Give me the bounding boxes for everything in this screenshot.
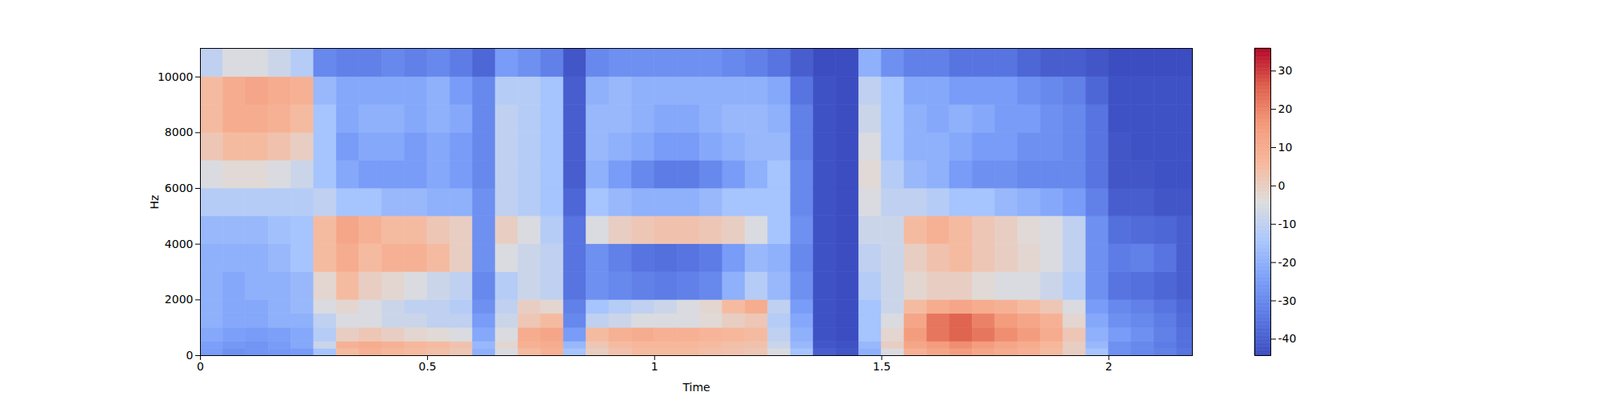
svg-text:-10: -10 xyxy=(1278,217,1297,231)
svg-text:0: 0 xyxy=(196,360,204,373)
svg-text:30: 30 xyxy=(1278,64,1293,77)
svg-text:1: 1 xyxy=(651,360,659,373)
svg-text:Time: Time xyxy=(681,380,710,394)
svg-text:1.5: 1.5 xyxy=(872,360,891,373)
svg-text:6000: 6000 xyxy=(164,181,194,195)
svg-text:4000: 4000 xyxy=(164,237,194,251)
svg-text:10000: 10000 xyxy=(157,70,194,84)
svg-text:Hz: Hz xyxy=(148,195,161,210)
svg-text:2: 2 xyxy=(1105,360,1113,373)
svg-text:0: 0 xyxy=(186,348,194,362)
svg-text:-40: -40 xyxy=(1278,332,1297,345)
svg-text:10: 10 xyxy=(1278,140,1293,154)
svg-text:-20: -20 xyxy=(1278,256,1297,269)
svg-text:20: 20 xyxy=(1278,102,1293,116)
svg-text:-30: -30 xyxy=(1278,294,1297,308)
svg-text:8000: 8000 xyxy=(164,125,194,139)
svg-text:2000: 2000 xyxy=(164,292,194,306)
svg-text:0: 0 xyxy=(1278,179,1286,192)
svg-text:0.5: 0.5 xyxy=(418,360,436,373)
